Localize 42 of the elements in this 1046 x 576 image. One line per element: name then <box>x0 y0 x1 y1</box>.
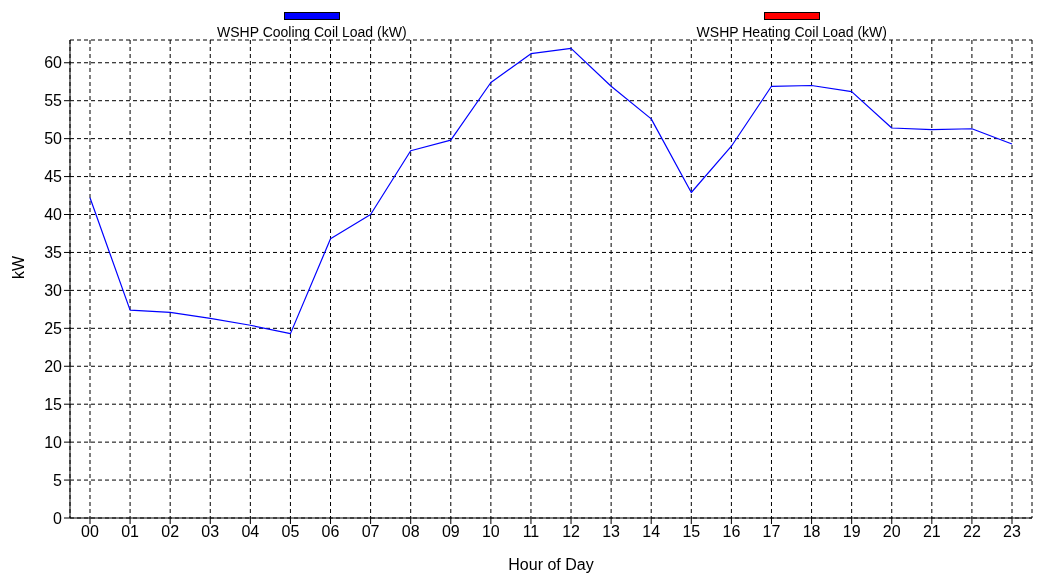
x-tick-label: 13 <box>602 523 621 541</box>
x-tick-label: 08 <box>401 523 420 541</box>
y-tick-label: 25 <box>44 320 63 337</box>
y-tick-label: 35 <box>44 244 63 262</box>
x-tick-label: 12 <box>562 523 581 541</box>
y-tick-label: 20 <box>44 357 63 375</box>
y-axis-title: kW <box>9 255 27 279</box>
x-tick-label: 19 <box>842 523 861 541</box>
y-tick-label: 60 <box>44 54 63 72</box>
y-tick-label: 30 <box>44 282 63 300</box>
x-tick-label: 22 <box>963 523 981 541</box>
x-tick-label: 00 <box>81 523 99 541</box>
y-tick-label: 0 <box>53 509 63 527</box>
x-tick-label: 14 <box>642 523 661 541</box>
x-tick-label: 15 <box>682 523 701 541</box>
y-tick-label: 50 <box>44 130 63 148</box>
x-tick-label: 06 <box>321 523 340 541</box>
x-tick-label: 21 <box>922 523 941 541</box>
x-tick-label: 03 <box>201 523 220 541</box>
x-tick-label: 20 <box>882 523 901 541</box>
x-tick-label: 04 <box>241 523 260 541</box>
y-tick-label: 15 <box>44 395 63 413</box>
x-tick-label: 11 <box>522 523 540 541</box>
y-tick-label: 5 <box>53 471 63 489</box>
legend-label: WSHP Cooling Coil Load (kW) <box>217 24 407 40</box>
y-tick-label: 55 <box>44 92 63 110</box>
x-tick-label: 18 <box>802 523 821 541</box>
x-tick-label: 05 <box>281 523 300 541</box>
x-tick-label: 17 <box>762 523 781 541</box>
y-tick-label: 45 <box>44 168 63 186</box>
x-axis-title: Hour of Day <box>508 556 594 573</box>
line-series <box>89 47 1013 335</box>
x-tick-label: 16 <box>722 523 741 541</box>
y-tick-label: 10 <box>44 433 63 451</box>
legend-label: WSHP Heating Coil Load (kW) <box>696 24 887 40</box>
y-tick-label: 40 <box>44 206 63 224</box>
x-tick-label: 01 <box>121 523 140 541</box>
x-tick-label: 07 <box>361 523 380 541</box>
x-tick-label: 02 <box>161 523 180 541</box>
x-tick-label: 09 <box>441 523 460 541</box>
x-tick-label: 23 <box>1003 523 1021 541</box>
x-tick-label: 10 <box>481 523 500 541</box>
